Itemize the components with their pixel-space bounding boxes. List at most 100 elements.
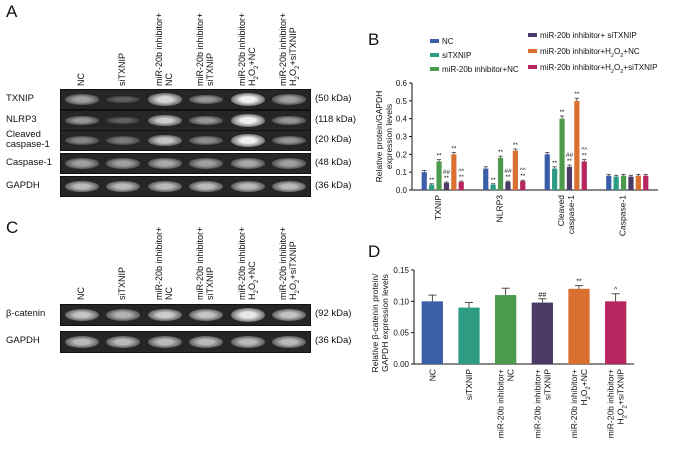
legend-entry: miR-20b inhibitor+H2O2+NC: [540, 47, 640, 59]
blot-band: [230, 336, 265, 348]
bar: [443, 182, 450, 190]
blot-band: [147, 308, 182, 322]
blot-band: [230, 133, 265, 148]
blot-band: [106, 309, 141, 321]
blot-band: [189, 94, 224, 105]
significance-mark: **: [520, 173, 526, 180]
category-label: NLRP3: [494, 195, 504, 223]
y-axis-label: Relative protein/GAPDH: [374, 91, 384, 183]
significance-mark: **: [459, 174, 465, 181]
blot-row-label: Cleaved caspase-1: [6, 128, 50, 150]
bar: [544, 154, 550, 190]
bar: [495, 295, 517, 364]
blot-band: [147, 180, 182, 193]
blot-band: [147, 158, 182, 169]
significance-mark: **: [505, 174, 511, 181]
blot-strip: [60, 153, 311, 174]
significance-mark: **: [574, 91, 580, 98]
blot-row-label: β-catenin: [6, 308, 46, 319]
significance-mark: ^^: [581, 147, 588, 154]
y-tick-label: 0.2: [396, 150, 408, 159]
blot-band: [230, 92, 265, 107]
blot-row-label: GAPDH: [6, 335, 40, 346]
legend-swatch: [528, 33, 537, 37]
significance-mark: **: [498, 149, 504, 156]
legend-swatch: [430, 67, 439, 71]
lane-label: NC: [75, 287, 86, 300]
panel-label-c: C: [6, 218, 19, 237]
bar: [505, 181, 511, 190]
significance-mark: **: [444, 175, 450, 182]
bar: [581, 161, 587, 190]
category-label: miR-20b inhibitor+: [606, 369, 616, 438]
panel-label-d: D: [368, 242, 381, 261]
blot-band: [189, 135, 224, 146]
panel-label-a: A: [6, 2, 18, 21]
significance-mark: **: [513, 142, 519, 149]
bar: [483, 168, 489, 190]
blot-kda-label: (118 kDa): [315, 113, 357, 125]
category-label: Caspase-1: [617, 195, 627, 236]
lane-label: siTXNIP: [117, 266, 128, 300]
blot-kda-label: (36 kDa): [315, 335, 352, 346]
blot-band: [272, 180, 307, 193]
blot-band: [230, 158, 265, 169]
blot-band: [64, 336, 99, 348]
legend-entry: miR-20b inhibitor+ siTXNIP: [540, 31, 637, 40]
bar-chart-d: 0.00 0.05 0.10 0.15 Relative β-catenin prote…: [370, 266, 634, 438]
category-label: siTXNIP: [542, 369, 552, 401]
bar: [628, 176, 634, 190]
blot-band: [189, 336, 224, 348]
blot-band: [230, 113, 265, 128]
blot-band: [272, 158, 307, 169]
bar: [421, 301, 443, 364]
blot-strip: [60, 331, 311, 353]
lane-label: siTXNIP: [117, 52, 128, 86]
category-label: miR-20b inhibitor+: [496, 369, 506, 438]
bar: [458, 181, 464, 190]
y-axis-label: expression levels: [384, 104, 394, 169]
blot-band: [147, 134, 182, 147]
y-axis-label: GAPDH expression levels: [380, 274, 390, 372]
legend-swatch: [528, 49, 537, 53]
bar: [620, 175, 627, 190]
bar: [531, 302, 553, 364]
blot-strip: [60, 110, 311, 131]
bar: [552, 168, 558, 190]
blot-band: [272, 135, 307, 146]
legend-entry: miR-20b inhibitor+NC: [442, 65, 519, 74]
blot-band: [189, 308, 224, 322]
blot-band: [64, 308, 99, 322]
panel-label-b: B: [368, 30, 380, 49]
blot-band: [64, 115, 99, 126]
significance-mark: **: [576, 279, 582, 286]
lane-label: miR-20b inhibitor+ H2O2+siTXNIP: [278, 226, 302, 300]
bar: [458, 307, 480, 364]
blot-row-label: GAPDH: [6, 179, 40, 191]
blot-kda-label: (48 kDa): [315, 156, 352, 168]
blot-band: [106, 95, 141, 104]
bar: [566, 166, 573, 190]
blot-band: [64, 135, 99, 146]
significance-mark: ##: [566, 152, 574, 159]
bar: [574, 100, 580, 190]
bar: [568, 288, 590, 364]
blot-row-label: Caspase-1: [6, 156, 52, 168]
blot-band: [147, 114, 182, 127]
lane-label: miR-20b inhibitor+ siTXNIP: [195, 226, 216, 300]
blot-band: [64, 158, 99, 169]
legend-swatch: [528, 65, 537, 69]
blot-band: [272, 94, 307, 105]
bar: [643, 175, 649, 190]
y-tick-label: 0.1: [396, 168, 408, 177]
blot-band: [272, 115, 307, 126]
y-tick-label: 0.4: [396, 115, 408, 124]
bar: [497, 157, 504, 190]
bar: [605, 301, 627, 364]
bar-chart-b: NC siTXNIP miR-20b inhibitor+NC miR-20b inh…: [374, 31, 658, 236]
blot-band: [230, 180, 265, 193]
blot-band: [272, 308, 307, 322]
blot-band: [106, 336, 141, 348]
lane-label: miR-20b inhibitor+ H2O2+NC: [236, 12, 260, 86]
blot-band: [230, 308, 265, 322]
